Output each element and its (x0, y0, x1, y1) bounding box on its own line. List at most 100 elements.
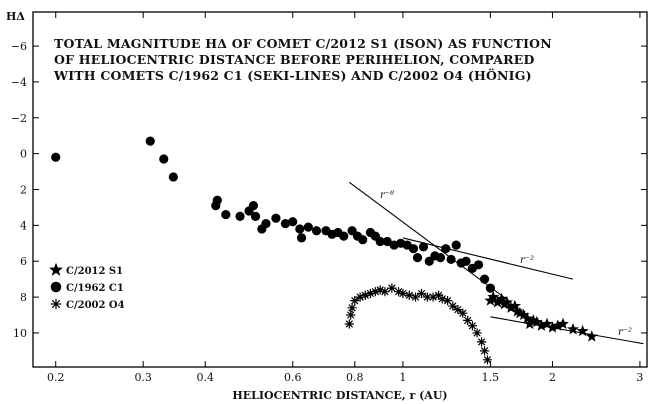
point-c-2012-s1 (508, 299, 521, 312)
point-c-2012-s1 (511, 305, 524, 317)
legend: C/2012 S1 C/1962 C1 C/2002 O4 (49, 262, 125, 311)
point-c-1962-c1 (479, 274, 490, 284)
x-tick-label: 0.2 (47, 371, 65, 384)
point-c-2002-o4 (350, 296, 360, 306)
point-c-1962-c1 (303, 222, 313, 232)
point-c-1962-c1 (375, 236, 385, 247)
fit-line (402, 237, 574, 280)
point-c-2002-o4 (476, 337, 487, 347)
point-c-2012-s1 (551, 319, 564, 331)
legend-label-c1962c1: C/1962 C1 (66, 283, 124, 294)
x-tick-label: 0.4 (197, 371, 215, 384)
point-c-2002-o4 (347, 303, 357, 313)
point-c-1962-c1 (358, 235, 368, 245)
point-c-2012-s1 (491, 296, 504, 308)
point-c-2002-o4 (467, 321, 478, 331)
point-c-2002-o4 (482, 355, 493, 365)
legend-label-c2012s1: C/2012 S1 (66, 266, 123, 277)
x-tick-label: 0.3 (134, 371, 152, 384)
point-c-2002-o4 (434, 290, 444, 300)
chart-title: TOTAL MAGNITUDE HΔ OF COMET C/2012 S1 (I… (53, 36, 552, 83)
point-c-2002-o4 (365, 288, 375, 299)
point-c-2012-s1 (495, 292, 508, 304)
point-c-1962-c1 (441, 244, 451, 254)
point-c-1962-c1 (235, 211, 245, 221)
point-c-2012-s1 (517, 308, 530, 321)
point-c-2002-o4 (453, 305, 463, 315)
point-c-2012-s1 (530, 315, 543, 328)
point-c-2012-s1 (487, 290, 500, 303)
point-c-1962-c1 (451, 240, 461, 250)
point-c-2012-s1 (527, 314, 540, 326)
title-line-1: TOTAL MAGNITUDE HΔ OF COMET C/2012 S1 (I… (54, 36, 552, 51)
point-c-2002-o4 (398, 288, 408, 299)
point-c-1962-c1 (159, 154, 169, 164)
y-tick-label: 4 (20, 219, 27, 232)
point-c-2002-o4 (370, 287, 380, 297)
y-tick-label: −2 (11, 112, 27, 125)
point-c-2002-o4 (404, 290, 414, 300)
point-c-2002-o4 (416, 288, 427, 299)
title-line-2: OF HELIOCENTRIC DISTANCE BEFORE PERIHELI… (54, 52, 535, 67)
point-c-2002-o4 (387, 283, 397, 293)
x-tick-label: 2 (549, 371, 556, 384)
point-c-1962-c1 (212, 195, 222, 205)
point-c-2002-o4 (346, 310, 356, 320)
point-c-1962-c1 (418, 242, 429, 252)
point-c-2012-s1 (498, 297, 511, 310)
point-c-1962-c1 (51, 152, 61, 162)
point-c-1962-c1 (461, 256, 471, 266)
point-c-1962-c1 (446, 254, 456, 265)
point-c-2012-s1 (567, 323, 580, 335)
point-c-2002-o4 (437, 294, 447, 304)
legend-marker-star (49, 262, 63, 276)
data-points (51, 136, 598, 365)
point-c-1962-c1 (288, 217, 298, 227)
point-c-2012-s1 (576, 324, 589, 337)
point-c-2012-s1 (521, 312, 534, 324)
y-tick-label: 2 (20, 184, 27, 197)
title-line-3: WITH COMETS C/1962 C1 (SEKI-LINES) AND C… (53, 67, 532, 83)
point-c-2002-o4 (422, 292, 432, 302)
point-c-2002-o4 (355, 292, 365, 302)
legend-label-c2002o4: C/2002 O4 (66, 300, 125, 311)
point-c-2012-s1 (513, 306, 526, 319)
point-c-1962-c1 (412, 253, 423, 263)
point-c-2012-s1 (504, 301, 517, 313)
point-c-2002-o4 (360, 290, 370, 300)
x-tick-label: 1.5 (482, 371, 500, 384)
point-c-2012-s1 (535, 319, 548, 331)
fit-label-r-2-lower: r⁻² (618, 327, 632, 338)
y-tick-label: 10 (13, 327, 27, 340)
point-c-1962-c1 (168, 172, 178, 182)
point-c-1962-c1 (271, 213, 281, 223)
point-c-1962-c1 (248, 201, 258, 211)
x-tick-label: 0.6 (284, 371, 302, 384)
point-c-2002-o4 (463, 315, 473, 325)
x-tick-label: 3 (636, 371, 643, 384)
y-tick-label: −6 (11, 40, 27, 53)
point-c-2002-o4 (410, 292, 421, 302)
fit-lines (348, 181, 644, 345)
point-c-2012-s1 (556, 317, 569, 330)
y-axis-label: HΔ (6, 10, 25, 23)
x-tick-label: 1 (399, 371, 406, 384)
point-c-1962-c1 (408, 244, 419, 254)
y-tick-label: 8 (20, 291, 27, 304)
point-c-1962-c1 (473, 260, 484, 270)
y-tick-label: 0 (20, 148, 27, 161)
x-axis-label: HELIOCENTRIC DISTANCE, r (AU) (232, 389, 447, 402)
point-c-2002-o4 (458, 308, 468, 318)
fit-line (348, 181, 512, 303)
point-c-2002-o4 (428, 292, 438, 302)
point-c-1962-c1 (280, 218, 291, 229)
x-tick-label: 0.8 (346, 371, 364, 384)
y-tick-label: −4 (11, 76, 27, 89)
fit-line (490, 316, 644, 345)
point-c-1962-c1 (311, 226, 322, 236)
point-c-2012-s1 (585, 330, 598, 342)
fit-label-r-8: r⁻⁸ (380, 190, 394, 201)
point-c-2002-o4 (393, 287, 404, 297)
point-c-1962-c1 (435, 253, 446, 263)
